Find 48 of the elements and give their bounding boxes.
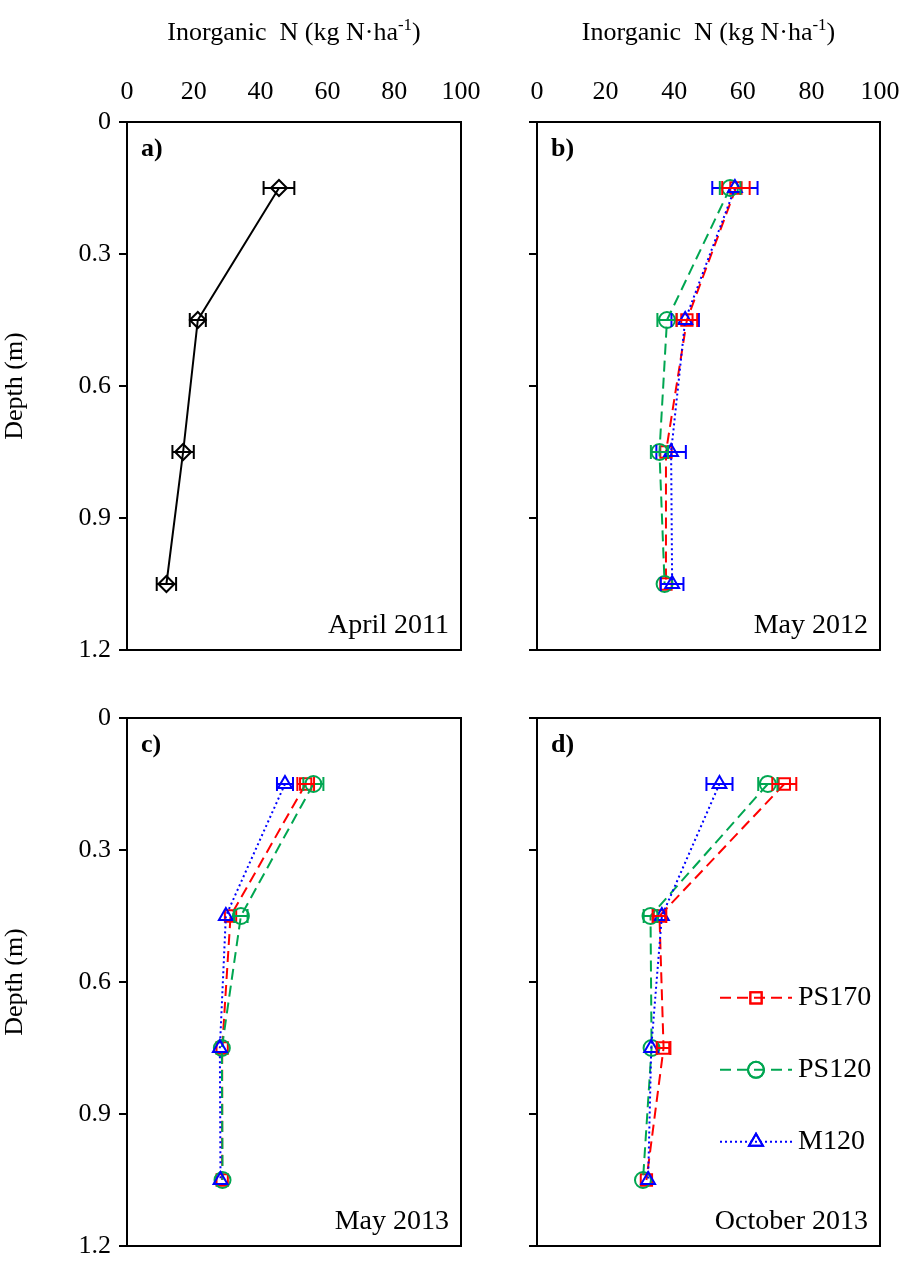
point	[642, 1039, 661, 1057]
x-tick-label: 80	[798, 76, 825, 106]
annotation: d)	[551, 728, 575, 758]
point	[655, 575, 674, 593]
x-tick-label: 40	[247, 76, 274, 106]
point	[643, 1039, 660, 1053]
x-tick-label: 20	[180, 76, 207, 106]
y-tick-label: 0.6	[78, 369, 111, 399]
x-tick-label: 60	[314, 76, 341, 106]
x-tick-label: 0	[530, 76, 544, 106]
point	[269, 179, 288, 197]
y-tick-label: 0.9	[78, 501, 111, 531]
y-tick-label: 1.2	[78, 1229, 111, 1259]
annotation: May 2012	[753, 608, 868, 640]
annotation: c)	[141, 728, 162, 758]
point	[659, 445, 673, 459]
annotation: a)	[141, 132, 163, 162]
y-axis-title: Depth (m)	[0, 332, 29, 440]
point	[211, 1039, 228, 1053]
point	[664, 575, 681, 589]
y-tick-label: 0.3	[78, 833, 111, 863]
legend-label: PS120	[798, 1052, 872, 1084]
x-tick-label: 20	[592, 76, 619, 106]
annotation: April 2011	[327, 608, 449, 640]
point	[217, 907, 234, 921]
y-tick-label: 0.6	[78, 965, 111, 995]
point	[663, 443, 680, 457]
point	[633, 1171, 652, 1189]
y-tick-label: 0.3	[78, 237, 111, 267]
legend-label: M120	[798, 1124, 865, 1156]
y-tick-label: 0.9	[78, 1097, 111, 1127]
point	[777, 777, 791, 791]
x-tick-label: 100	[441, 76, 481, 106]
x-tick-label: 80	[381, 76, 408, 106]
annotation: May 2013	[334, 1204, 449, 1236]
x-tick-label: 0	[120, 76, 134, 106]
y-tick-label: 0	[98, 105, 111, 135]
annotation: October 2013	[714, 1204, 868, 1236]
point	[223, 909, 238, 923]
annotation: b)	[551, 132, 575, 162]
x-tick-label: 60	[729, 76, 756, 106]
x-tick-label: 40	[661, 76, 688, 106]
legend-label: PS170	[798, 980, 872, 1012]
y-tick-label: 1.2	[78, 633, 111, 663]
y-tick-label: 0	[98, 701, 111, 731]
x-tick-label: 100	[860, 76, 899, 106]
y-axis-title: Depth (m)	[0, 928, 29, 1036]
point	[711, 775, 728, 789]
